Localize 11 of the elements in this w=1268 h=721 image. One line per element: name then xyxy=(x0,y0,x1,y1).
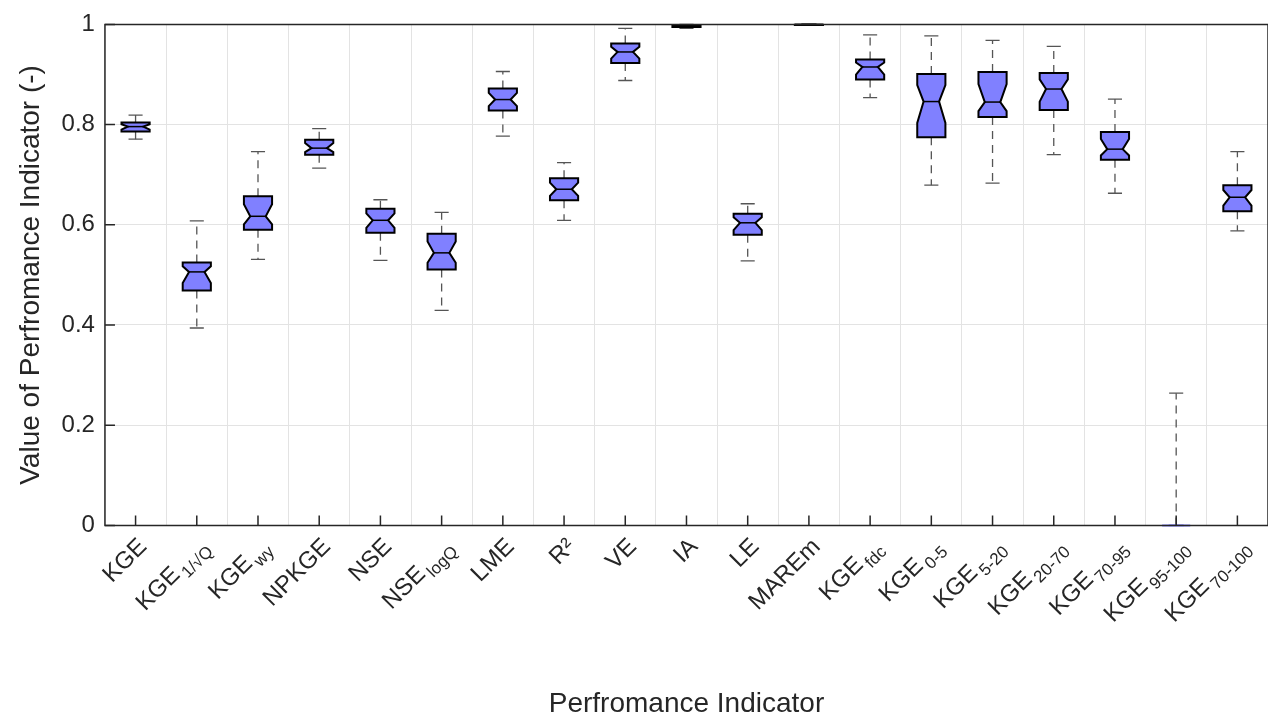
y-tick-label: 1 xyxy=(81,9,95,37)
x-tick-label: VE xyxy=(599,532,642,574)
y-tick-label: 0.2 xyxy=(61,409,95,437)
y-tick-label: 0.4 xyxy=(61,309,95,337)
x-tick-label: IA xyxy=(667,532,703,568)
y-tick-label: 0 xyxy=(81,510,95,538)
x-tick-label: R² xyxy=(542,532,580,570)
y-axis-title: Value of Perfromance Indicator (-) xyxy=(13,65,45,485)
y-tick-label: 0.8 xyxy=(61,109,95,137)
x-axis-title: Perfromance Indicator xyxy=(548,686,825,718)
y-tick-label: 0.6 xyxy=(61,209,95,237)
